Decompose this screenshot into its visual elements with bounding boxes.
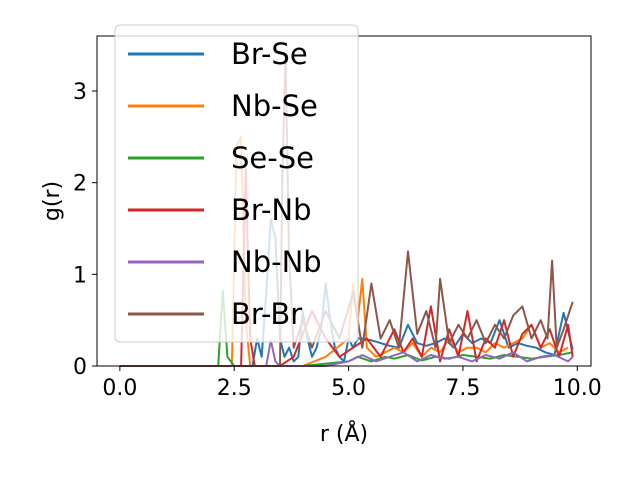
y-tick-label: 2 <box>73 172 87 197</box>
legend-label: Br-Nb <box>231 193 312 227</box>
y-tick-label: 3 <box>73 80 87 105</box>
y-tick-label: 1 <box>73 263 87 288</box>
x-tick-label: 0.0 <box>102 376 137 401</box>
legend-label: Se-Se <box>231 141 314 175</box>
legend-box <box>114 24 359 343</box>
legend-label: Nb-Nb <box>231 245 322 279</box>
x-axis-label: r (Å) <box>320 420 368 447</box>
legend-label: Br-Se <box>231 37 308 71</box>
legend-label: Nb-Se <box>231 89 318 123</box>
legend: Br-Se Nb-Se Se-Se Br-Nb Nb-Nb Br-Br <box>114 24 359 343</box>
y-axis-label: g(r) <box>40 181 65 221</box>
x-tick-label: 5.0 <box>331 376 366 401</box>
legend-label: Br-Br <box>231 297 302 331</box>
y-tick-label: 0 <box>73 355 87 380</box>
x-tick-label: 7.5 <box>445 376 480 401</box>
x-tick-label: 2.5 <box>217 376 252 401</box>
x-tick-label: 10.0 <box>553 376 602 401</box>
axes: 0.0 2.5 5.0 7.5 10.0 0 1 2 3 r (Å) g(r) <box>40 35 602 447</box>
